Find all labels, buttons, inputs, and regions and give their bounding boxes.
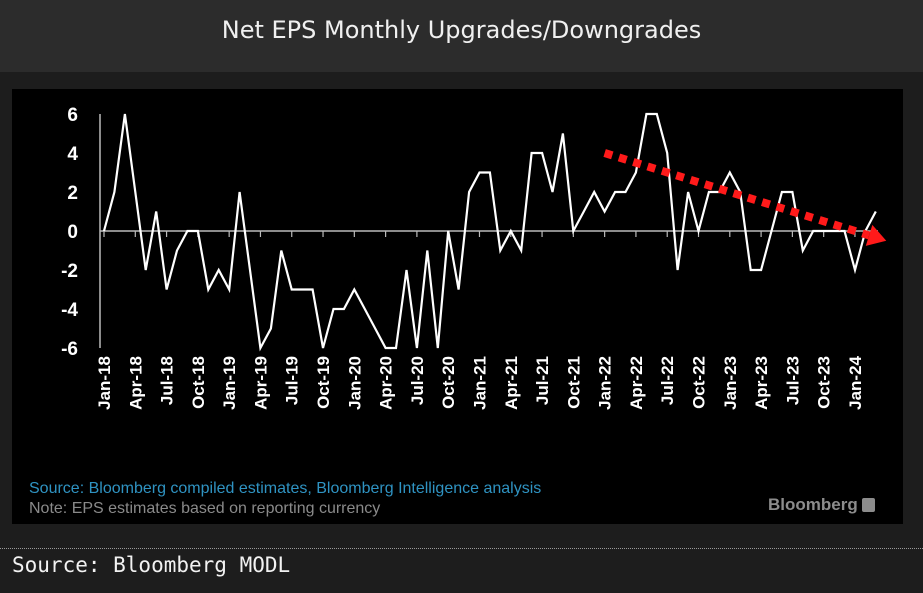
divider <box>0 548 923 549</box>
x-tick-label: Jan-20 <box>345 356 364 410</box>
x-tick-label: Oct-22 <box>690 356 709 409</box>
y-tick-label: -2 <box>61 261 78 282</box>
x-tick-label: Jan-18 <box>95 356 114 410</box>
chart-title: Net EPS Monthly Upgrades/Downgrades <box>221 16 702 44</box>
x-tick-label: Apr-21 <box>502 356 521 410</box>
chart-panel <box>12 89 903 524</box>
y-tick-label: 2 <box>67 183 78 204</box>
x-tick-label: Jul-20 <box>408 356 427 405</box>
footer-source: Source: Bloomberg MODL <box>12 553 291 577</box>
bloomberg-logo: Bloomberg <box>768 495 875 515</box>
x-tick-label: Apr-18 <box>126 356 145 410</box>
x-tick-label: Oct-23 <box>815 356 834 409</box>
x-tick-label: Apr-19 <box>251 356 270 410</box>
y-tick-label: 0 <box>67 222 78 243</box>
x-tick-label: Jan-23 <box>721 356 740 410</box>
x-tick-label: Jan-24 <box>846 355 865 409</box>
x-tick-label: Jul-21 <box>533 356 552 405</box>
x-tick-label: Oct-19 <box>314 356 333 409</box>
y-tick-label: -6 <box>61 339 78 360</box>
x-tick-label: Jan-22 <box>596 356 615 410</box>
x-tick-label: Jul-19 <box>283 356 302 405</box>
x-tick-label: Jul-22 <box>658 356 677 405</box>
x-tick-label: Jul-18 <box>158 356 177 405</box>
chart-note: Note: EPS estimates based on reporting c… <box>29 500 381 517</box>
x-tick-label: Jan-21 <box>470 356 489 410</box>
trend-arrow-line <box>603 149 871 240</box>
header-bar: Net EPS Monthly Upgrades/Downgrades <box>0 0 923 72</box>
x-tick-label: Apr-23 <box>752 356 771 410</box>
y-tick-label: 4 <box>67 144 78 165</box>
y-tick-label: 6 <box>67 105 78 126</box>
x-tick-label: Oct-21 <box>564 356 583 409</box>
chart-source-note: Source: Bloomberg compiled estimates, Bl… <box>29 480 542 497</box>
x-tick-label: Oct-18 <box>189 356 208 409</box>
x-tick-label: Oct-20 <box>439 356 458 409</box>
y-tick-label: -4 <box>61 300 78 321</box>
trend-arrowhead-icon <box>865 224 887 246</box>
x-tick-label: Apr-22 <box>627 356 646 410</box>
bloomberg-terminal-icon <box>861 498 875 512</box>
x-tick-label: Jan-19 <box>220 356 239 410</box>
x-tick-label: Jul-23 <box>783 356 802 405</box>
bloomberg-logo-text: Bloomberg <box>768 495 858 514</box>
x-tick-label: Apr-20 <box>377 356 396 410</box>
